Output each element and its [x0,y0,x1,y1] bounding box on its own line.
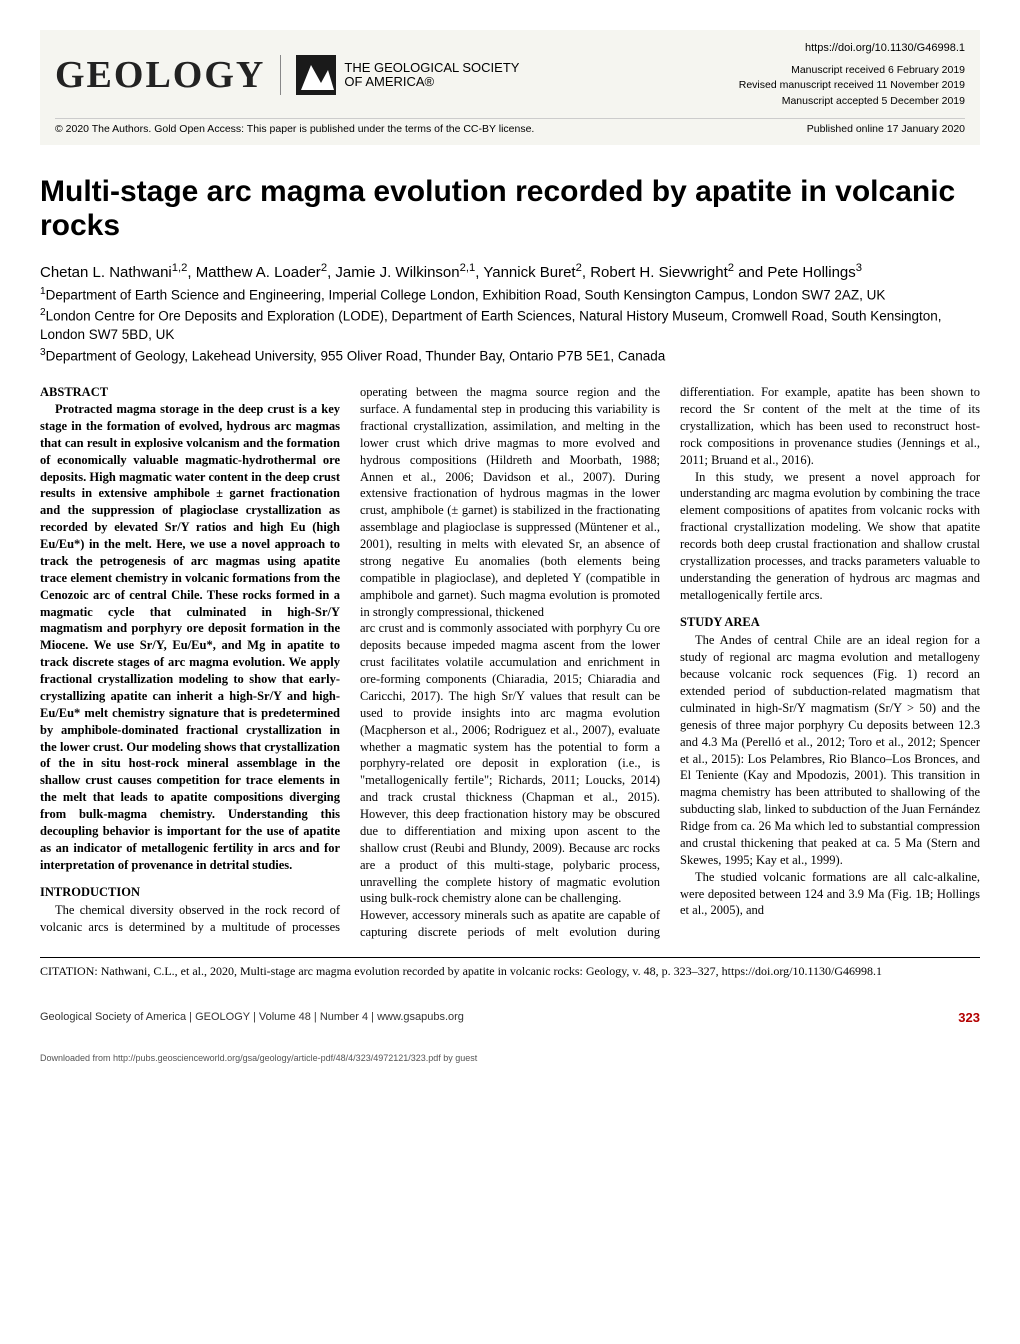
affiliation-2: 2London Centre for Ore Deposits and Expl… [40,306,980,344]
footer-bar: Geological Society of America | GEOLOGY … [40,1010,980,1025]
article-title: Multi-stage arc magma evolution recorded… [40,175,980,244]
doi-link[interactable]: https://doi.org/10.1130/G46998.1 [739,40,965,57]
header-band: GEOLOGY THE GEOLOGICAL SOCIETY OF AMERIC… [40,30,980,145]
citation-text: CITATION: Nathwani, C.L., et al., 2020, … [40,964,882,978]
header-right: https://doi.org/10.1130/G46998.1 Manuscr… [739,40,965,110]
license-text: © 2020 The Authors. Gold Open Access: Th… [55,123,534,135]
affiliation-3: 3Department of Geology, Lakehead Univers… [40,346,980,366]
intro-p4: In this study, we present a novel approa… [680,469,980,604]
divider [280,55,281,95]
manuscript-accepted: Manuscript accepted 5 December 2019 [739,94,965,110]
authors: Chetan L. Nathwani1,2, Matthew A. Loader… [40,262,980,281]
affiliation-1: 1Department of Earth Science and Enginee… [40,285,980,305]
study-area-heading: STUDY AREA [680,614,980,631]
body-columns: ABSTRACT Protracted magma storage in the… [40,384,980,941]
download-note: Downloaded from http://pubs.geosciencewo… [0,1053,1020,1071]
page-number: 323 [958,1010,980,1025]
gsa-logo-icon [296,55,336,95]
society-line2: OF AMERICA® [344,75,519,89]
society-line1: THE GEOLOGICAL SOCIETY [344,61,519,75]
citation-block: CITATION: Nathwani, C.L., et al., 2020, … [40,957,980,980]
abstract-heading: ABSTRACT [40,384,340,401]
manuscript-received: Manuscript received 6 February 2019 [739,63,965,79]
gsa-text: THE GEOLOGICAL SOCIETY OF AMERICA® [344,61,519,90]
introduction-heading: INTRODUCTION [40,884,340,901]
intro-p2: arc crust and is commonly associated wit… [360,620,660,907]
header-left: GEOLOGY THE GEOLOGICAL SOCIETY OF AMERIC… [55,53,519,97]
header-top: GEOLOGY THE GEOLOGICAL SOCIETY OF AMERIC… [55,40,965,110]
study-p2: The studied volcanic formations are all … [680,869,980,920]
published-online: Published online 17 January 2020 [807,123,965,135]
gsa-logo-block: THE GEOLOGICAL SOCIETY OF AMERICA® [296,55,519,95]
study-p1: The Andes of central Chile are an ideal … [680,632,980,868]
footer-left: Geological Society of America | GEOLOGY … [40,1011,464,1023]
manuscript-revised: Revised manuscript received 11 November … [739,78,965,94]
affiliations: 1Department of Earth Science and Enginee… [40,285,980,366]
header-bottom: © 2020 The Authors. Gold Open Access: Th… [55,118,965,135]
geology-logo: GEOLOGY [55,53,265,97]
abstract-body: Protracted magma storage in the deep cru… [40,401,340,874]
